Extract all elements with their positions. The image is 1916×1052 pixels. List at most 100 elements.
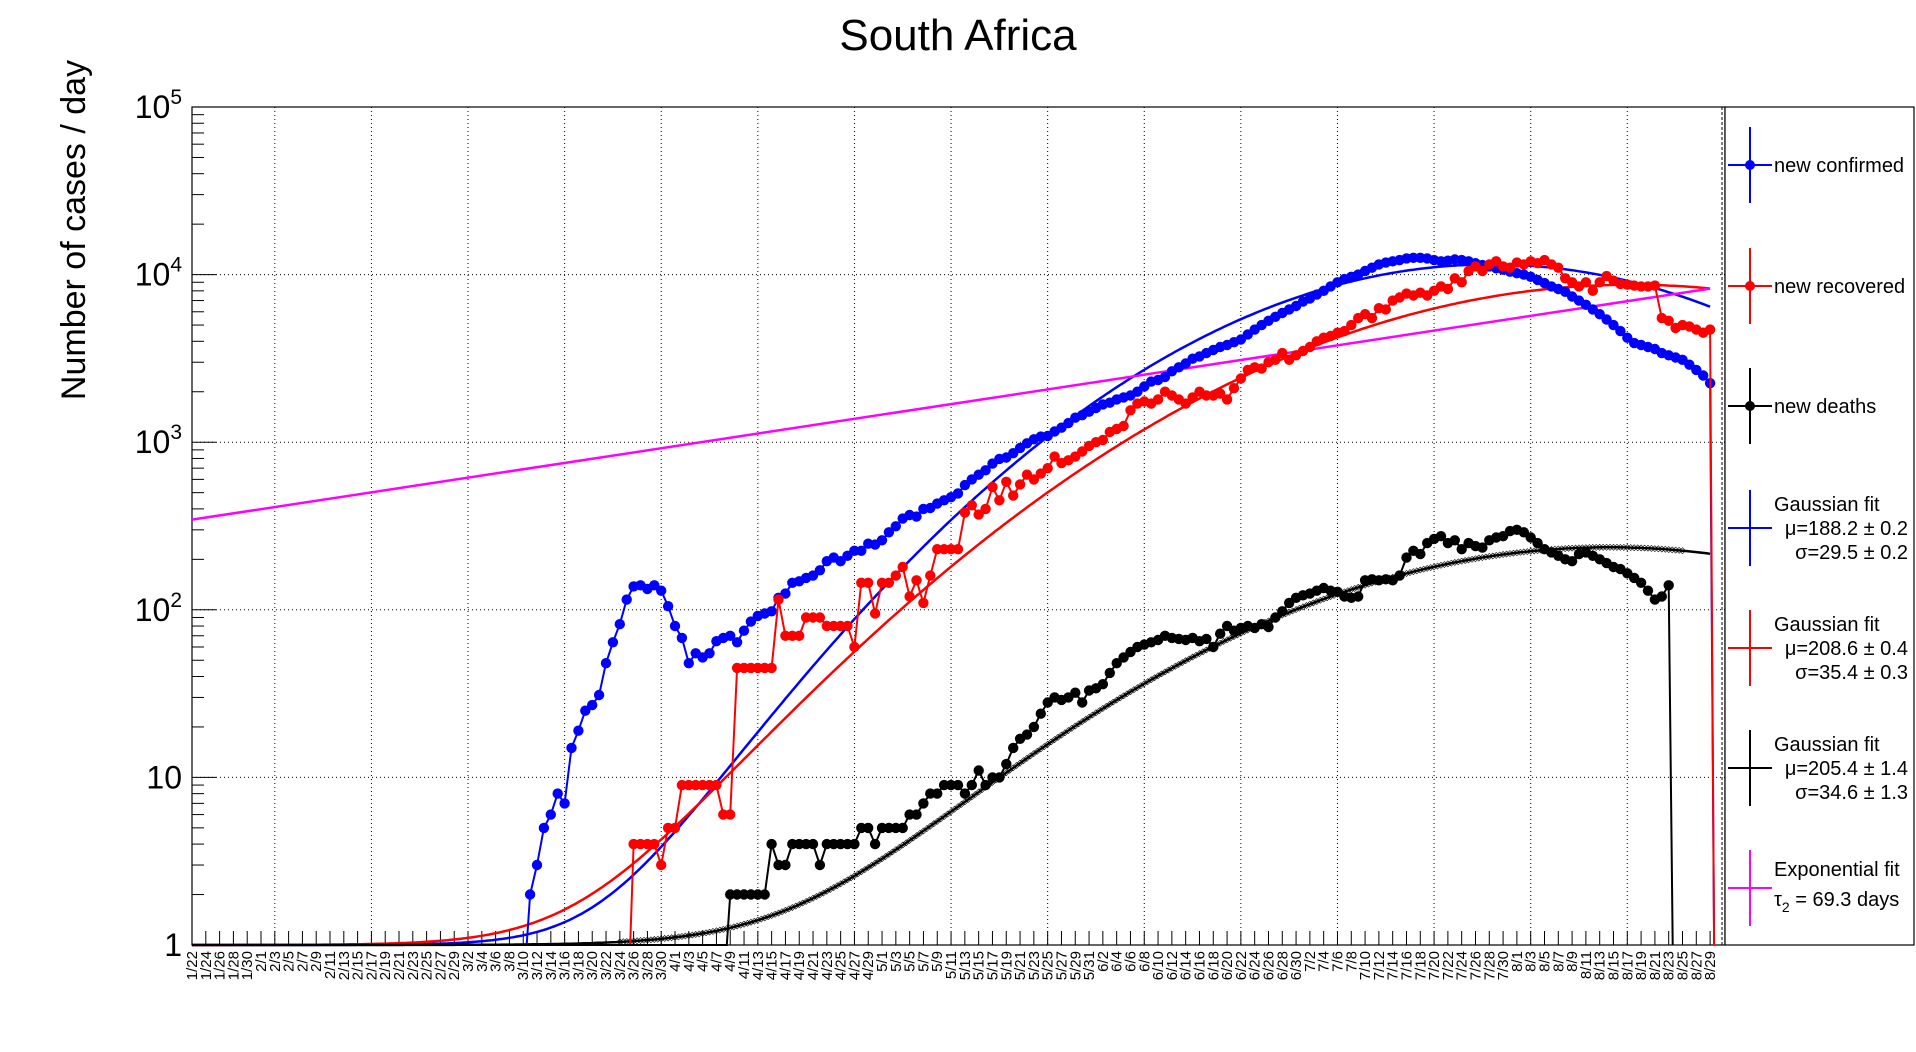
fit-band-marker	[1654, 545, 1662, 553]
legend-entry-label: new confirmed	[1774, 155, 1904, 177]
fit-band-marker	[1637, 544, 1645, 552]
data-point	[1277, 347, 1288, 359]
x-tick-label: 8/21	[1647, 951, 1664, 980]
fit-band-marker	[1409, 568, 1417, 576]
x-tick-label: 5/23	[1026, 951, 1043, 980]
fit-band-marker	[1661, 545, 1669, 553]
data-point	[669, 822, 681, 834]
fit-band-marker	[619, 938, 627, 946]
data-point	[649, 838, 660, 850]
fit-band-marker	[1630, 544, 1638, 552]
fit-band-marker	[813, 893, 820, 900]
data-point	[1215, 388, 1226, 399]
fit-band-marker	[733, 922, 741, 930]
fit-band-marker	[1403, 570, 1410, 577]
data-point	[973, 509, 984, 520]
fit-band-marker	[1154, 672, 1162, 680]
fit-band-marker	[740, 920, 748, 928]
x-tick-label: 8/7	[1550, 951, 1567, 972]
fit-band-marker	[1485, 553, 1493, 560]
fit-band-marker	[1503, 550, 1510, 558]
fit-band-marker	[678, 933, 686, 940]
data-point	[897, 561, 908, 573]
fit-band-marker	[782, 906, 789, 914]
fit-band-marker	[1523, 548, 1531, 556]
data-point	[1235, 373, 1247, 384]
x-tick-label: 5/17	[984, 951, 1001, 980]
fit-band-marker	[795, 901, 803, 908]
fit-band-marker	[1510, 549, 1517, 557]
fit-band-marker	[1123, 690, 1131, 698]
data-point	[676, 632, 688, 644]
fit-band-marker	[792, 902, 800, 910]
data-point	[1594, 277, 1605, 288]
legend: new confirmed new recovered new deaths Gaus…	[1728, 127, 1908, 926]
data-point	[1608, 319, 1619, 331]
data-point	[1663, 580, 1674, 591]
fit-band-marker	[1323, 594, 1331, 602]
x-tick-label: 1/30	[239, 951, 256, 980]
data-point	[1304, 341, 1316, 353]
data-point	[932, 788, 943, 799]
data-point	[1353, 591, 1364, 602]
x-tick-label: 2/21	[391, 951, 408, 980]
x-tick-label: 5/9	[929, 951, 946, 972]
x-tick-label: 4/29	[860, 951, 877, 980]
data-point	[918, 597, 929, 609]
fit-band-marker	[626, 937, 634, 945]
fit-band-marker	[713, 927, 720, 935]
fit-band-marker	[1306, 600, 1314, 608]
fit-band-marker	[1161, 668, 1169, 676]
fit-band-marker	[1648, 545, 1655, 552]
data-point	[600, 658, 612, 669]
x-tick-label: 5/5	[902, 951, 919, 972]
fit-band-marker	[833, 882, 841, 890]
fit-band-marker	[647, 936, 655, 944]
data-point	[1532, 537, 1543, 549]
data-point	[1001, 476, 1012, 487]
x-tick-label: 6/16	[1191, 951, 1208, 980]
fit-band-marker	[1675, 546, 1683, 554]
x-tick-label: 3/8	[501, 951, 518, 972]
data-point	[1049, 451, 1060, 462]
fit-band-marker	[1651, 545, 1659, 553]
data-point	[621, 594, 632, 605]
data-point	[1566, 556, 1578, 567]
data-point	[1035, 708, 1047, 719]
x-tick-label: 4/7	[708, 951, 725, 972]
x-tick-label: 2/9	[308, 951, 325, 972]
x-tick-label: 2/1	[253, 951, 270, 972]
data-point	[1587, 285, 1599, 296]
x-tick-label: 5/27	[1053, 951, 1070, 980]
fit-band-marker	[1171, 662, 1179, 670]
data-point	[994, 772, 1005, 783]
exponential-fit-line	[191, 287, 1711, 521]
fit-band-marker	[1627, 544, 1635, 552]
data-series	[192, 252, 1716, 946]
data-point	[745, 616, 757, 627]
fit-band-marker	[1158, 670, 1165, 678]
fit-band-marker	[1599, 543, 1607, 551]
x-tick-label: 7/16	[1398, 951, 1415, 980]
data-point	[1152, 394, 1164, 405]
x-tick-label: 8/3	[1523, 951, 1540, 972]
fit-band-marker	[661, 935, 669, 942]
data-point	[1221, 394, 1233, 405]
data-point	[952, 544, 964, 555]
data-point	[1021, 729, 1033, 740]
data-point	[1435, 531, 1447, 542]
data-point	[911, 809, 922, 820]
data-point	[1704, 324, 1716, 335]
fit-band-marker	[685, 932, 693, 939]
fit-band-marker	[719, 925, 727, 933]
fit-band-marker	[819, 889, 827, 897]
data-point	[1042, 463, 1053, 474]
x-tick-label: 7/12	[1371, 951, 1388, 980]
data-point	[1642, 585, 1654, 596]
fit-band-marker	[1565, 544, 1573, 552]
data-point	[759, 889, 770, 900]
data-point	[1097, 434, 1109, 446]
fit-band-marker	[695, 930, 703, 938]
data-point	[980, 503, 991, 515]
x-tick-label: 6/22	[1233, 951, 1250, 980]
